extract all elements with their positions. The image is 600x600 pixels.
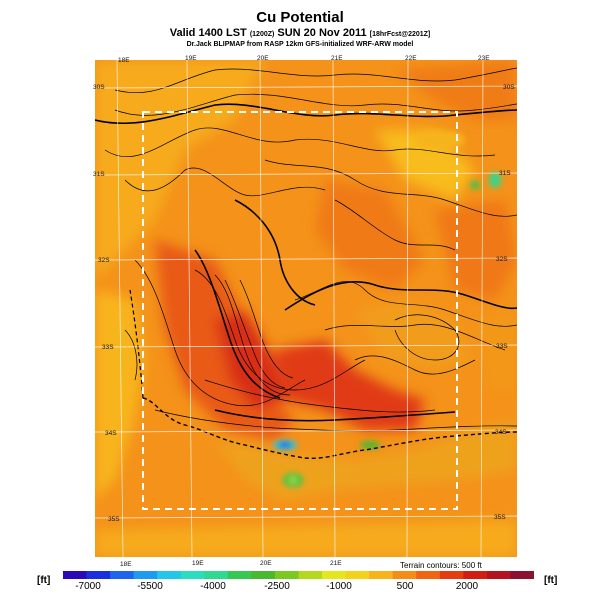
lon-label-top: 20E <box>257 55 269 62</box>
chart-title: Cu Potential <box>256 9 344 26</box>
color-scale-swatch <box>463 571 488 579</box>
color-scale-swatch <box>204 571 229 579</box>
forecast-domain-box <box>142 111 458 510</box>
color-scale-swatch <box>369 571 394 579</box>
lat-label-left: 30S <box>93 84 105 91</box>
lon-label-bottom: 21E <box>330 560 342 567</box>
lon-label-bottom: 18E <box>120 561 132 568</box>
color-scale-swatch <box>298 571 323 579</box>
lat-label-left: 33S <box>102 344 114 351</box>
color-scale-swatch <box>274 571 299 579</box>
terrain-contour-note: Terrain contours: 500 ft <box>400 561 482 570</box>
lat-label-left: 31S <box>93 171 105 178</box>
lat-label-right: 30S <box>503 84 515 91</box>
lon-label-top: 23E <box>478 55 490 62</box>
lon-label-top: 19E <box>185 55 197 62</box>
color-scale-swatch <box>227 571 252 579</box>
scale-label: 2000 <box>455 581 479 592</box>
color-scale-swatch <box>110 571 135 579</box>
cu-potential-map <box>95 60 517 557</box>
color-scale-swatch <box>180 571 205 579</box>
scale-label: 500 <box>396 581 414 592</box>
lon-label-top: 22E <box>405 55 417 62</box>
coastline <box>142 397 517 460</box>
lon-label-bottom: 19E <box>192 560 204 567</box>
valid-date: SUN 20 Nov 2011 <box>277 27 367 39</box>
unit-label-left: [ft] <box>37 575 51 586</box>
lat-label-left: 32S <box>98 257 110 264</box>
utc-time: (1200Z) <box>249 31 275 38</box>
model-credit: Dr.Jack BLIPMAP from RASP 12km GFS-initi… <box>186 41 414 48</box>
scale-label: -7000 <box>75 581 101 592</box>
lat-label-right: 32S <box>496 256 508 263</box>
color-scale-swatch <box>86 571 111 579</box>
valid-time: Valid 1400 LST <box>169 27 247 39</box>
lat-label-right: 31S <box>499 170 511 177</box>
color-scale-swatch <box>392 571 417 579</box>
color-scale-swatch <box>416 571 441 579</box>
chart-subtitle: Valid 1400 LST (1200Z) SUN 20 Nov 2011 [… <box>0 27 600 39</box>
lat-lon-grid <box>95 60 517 557</box>
color-scale-swatch <box>345 571 370 579</box>
lat-label-right: 35S <box>494 514 506 521</box>
scale-label: -5500 <box>137 581 163 592</box>
color-scale-swatch <box>510 571 534 579</box>
forecast-info: [18hrFcst@2201Z] <box>369 31 431 38</box>
lat-label-right: 33S <box>496 343 508 350</box>
unit-label-right: [ft] <box>544 575 558 586</box>
color-scale-swatch <box>133 571 158 579</box>
scale-label: -1000 <box>326 581 352 592</box>
color-scale-swatch <box>439 571 464 579</box>
color-scale-bar <box>63 571 534 579</box>
lat-label-left: 35S <box>108 516 120 523</box>
major-contours <box>95 103 517 422</box>
lon-label-top: 18E <box>118 57 130 64</box>
lat-label-right: 34S <box>495 429 507 436</box>
cu-high-cells <box>273 130 501 487</box>
scale-label: -2500 <box>264 581 290 592</box>
lon-label-bottom: 20E <box>260 560 272 567</box>
lon-label-top: 21E <box>331 55 343 62</box>
lat-label-left: 34S <box>105 430 117 437</box>
color-scale-swatch <box>251 571 276 579</box>
west-coastline <box>129 289 144 399</box>
color-scale-swatch <box>63 571 87 579</box>
color-scale-swatch <box>157 571 182 579</box>
color-scale-swatch <box>486 571 511 579</box>
scale-label: -4000 <box>200 581 226 592</box>
color-scale-swatch <box>322 571 346 579</box>
